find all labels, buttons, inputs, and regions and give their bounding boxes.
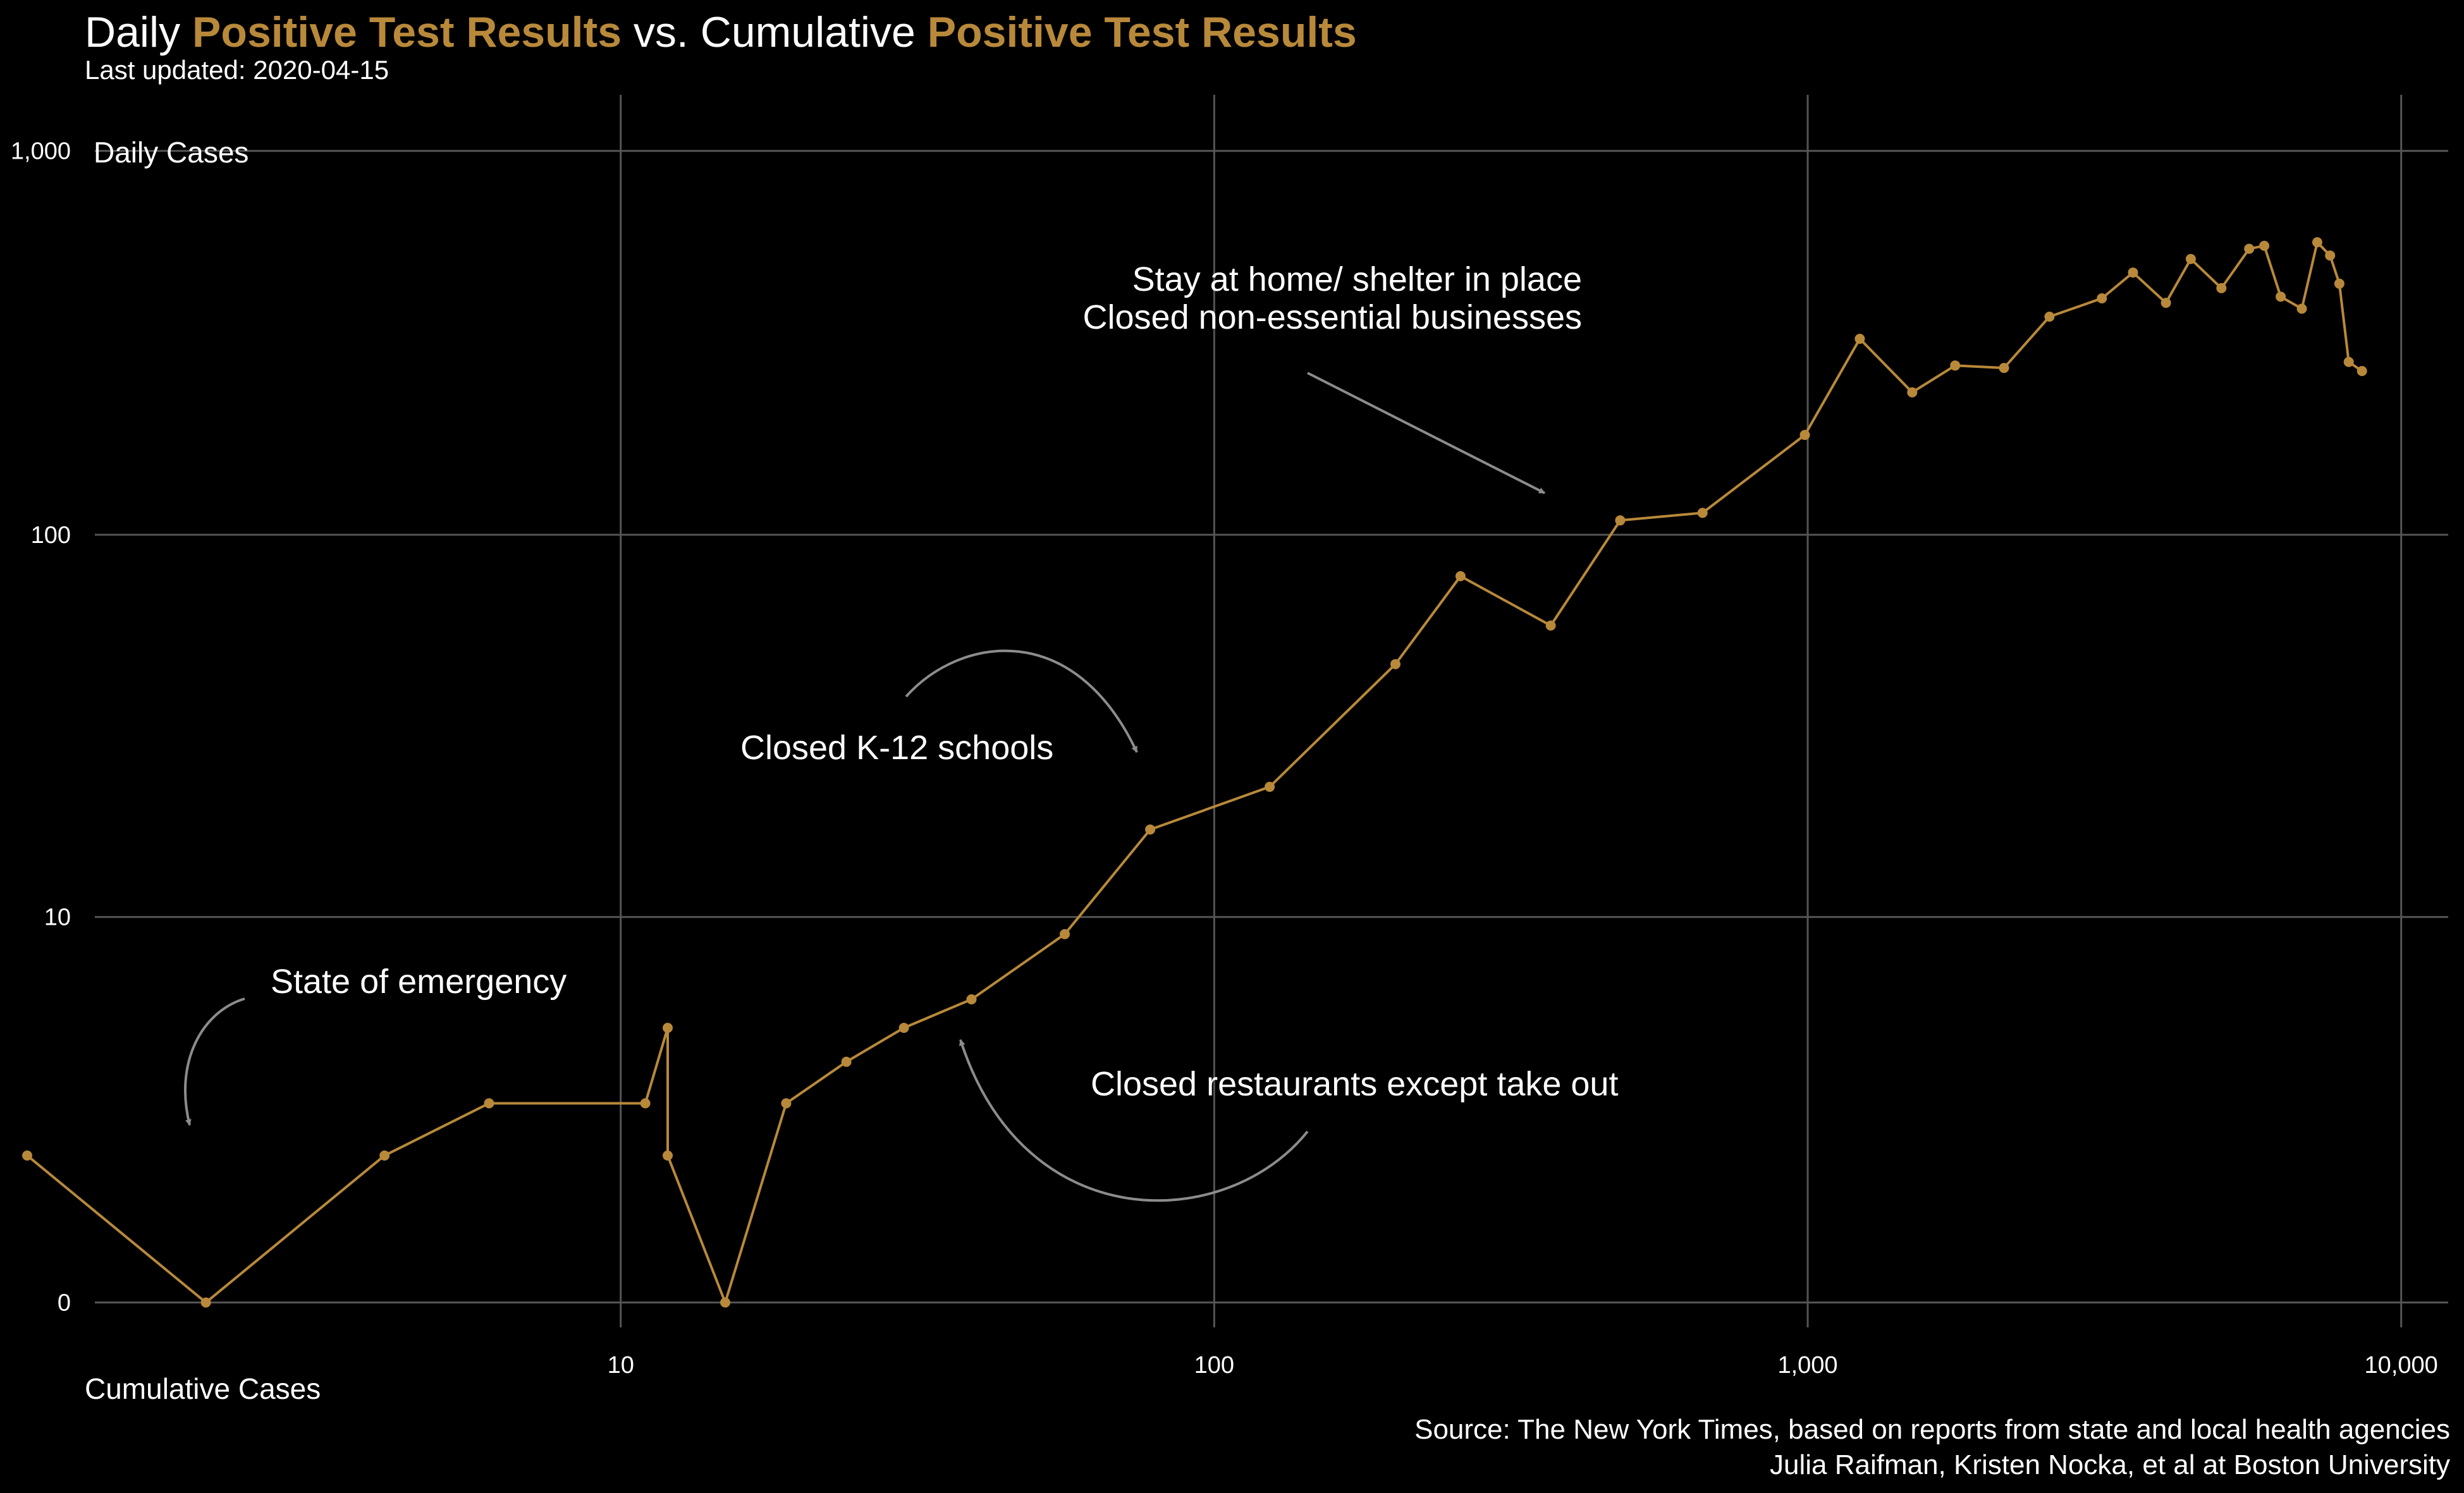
arrow-stay-at-home — [1307, 372, 1545, 494]
annotation-stay-at-home: Stay at home/ shelter in place — [1132, 260, 1582, 298]
title-part-0: Daily — [85, 8, 193, 56]
data-point — [640, 1098, 651, 1109]
data-point — [2343, 356, 2354, 367]
data-point — [841, 1056, 852, 1067]
source-line-1: Source: The New York Times, based on rep… — [1414, 1414, 2450, 1445]
annotation-state-of-emergency: State of emergency — [271, 963, 567, 1001]
data-point — [1999, 363, 2009, 374]
x-tick-labels: 10 100 1,000 10,000 — [608, 1352, 2438, 1379]
annotation-arrows — [184, 372, 1545, 1202]
data-point — [1265, 781, 1275, 792]
data-point — [1615, 515, 1626, 526]
title-part-2: vs. Cumulative — [622, 8, 928, 56]
arrow-closed-restaurants — [959, 1039, 1309, 1202]
data-point — [2296, 303, 2307, 314]
arrow-closed-schools — [905, 649, 1138, 753]
data-point — [2244, 243, 2255, 254]
y-tick-labels: 0 10 100 1,000 — [11, 138, 71, 1317]
data-point — [1907, 387, 1918, 398]
annotations: State of emergency Closed K-12 schools C… — [271, 260, 1618, 1103]
data-point — [1950, 360, 1961, 371]
data-point — [1145, 824, 1156, 835]
data-point — [1545, 620, 1556, 631]
data-point — [2334, 278, 2344, 289]
data-point — [663, 1150, 673, 1161]
data-point — [720, 1297, 730, 1308]
annotation-closed-businesses: Closed non-essential businesses — [1083, 298, 1582, 336]
x-axis-label: Cumulative Cases — [85, 1372, 321, 1405]
data-point — [200, 1297, 211, 1308]
data-point — [1799, 430, 1810, 441]
title-part-3: Positive Test Results — [927, 8, 1357, 56]
data-point — [781, 1098, 792, 1109]
series-points — [22, 237, 2367, 1308]
y-tick-label: 10 — [44, 905, 71, 931]
grid — [95, 95, 2448, 1327]
x-tick-label: 10 — [608, 1352, 634, 1379]
data-point — [2161, 298, 2171, 308]
y-axis-label: Daily Cases — [94, 136, 248, 169]
x-tick-label: 10,000 — [2365, 1352, 2438, 1379]
data-point — [898, 1023, 909, 1033]
axis-labels: Daily Cases Cumulative Cases — [85, 136, 321, 1405]
y-tick-label: 1,000 — [11, 138, 71, 165]
data-point — [2357, 366, 2367, 376]
data-point — [2259, 240, 2270, 251]
chart-title: Daily Positive Test Results vs. Cumulati… — [85, 6, 1357, 58]
x-tick-label: 100 — [1194, 1352, 1234, 1379]
series-line — [26, 241, 2363, 1304]
data-point — [2044, 312, 2055, 322]
data-point — [379, 1150, 390, 1161]
data-point — [1060, 929, 1070, 939]
data-point — [2325, 250, 2336, 261]
title-block: Daily Positive Test Results vs. Cumulati… — [85, 6, 1357, 85]
chart-subtitle: Last updated: 2020-04-15 — [85, 55, 389, 85]
data-point — [2216, 283, 2227, 293]
data-point — [2312, 237, 2322, 248]
y-tick-label: 0 — [58, 1290, 71, 1317]
data-point — [966, 994, 977, 1004]
data-point — [1854, 334, 1865, 344]
data-point — [22, 1150, 32, 1161]
title-part-1: Positive Test Results — [192, 8, 622, 56]
data-point — [1697, 508, 1708, 518]
data-point — [2097, 293, 2107, 303]
x-tick-label: 1,000 — [1777, 1352, 1837, 1379]
data-point — [2128, 267, 2138, 278]
y-tick-label: 100 — [31, 522, 71, 549]
data-point — [2276, 291, 2286, 302]
arrow-state-of-emergency — [184, 997, 245, 1126]
data-point — [484, 1098, 494, 1109]
data-point — [663, 1023, 673, 1033]
annotation-closed-restaurants: Closed restaurants except take out — [1091, 1065, 1618, 1103]
data-point — [1455, 571, 1466, 582]
annotation-closed-schools: Closed K-12 schools — [740, 729, 1053, 767]
source-note: Source: The New York Times, based on rep… — [1414, 1412, 2450, 1483]
data-point — [2185, 253, 2196, 264]
data-point — [1390, 659, 1401, 669]
source-line-2: Julia Raifman, Kristen Nocka, et al at B… — [1769, 1449, 2450, 1480]
